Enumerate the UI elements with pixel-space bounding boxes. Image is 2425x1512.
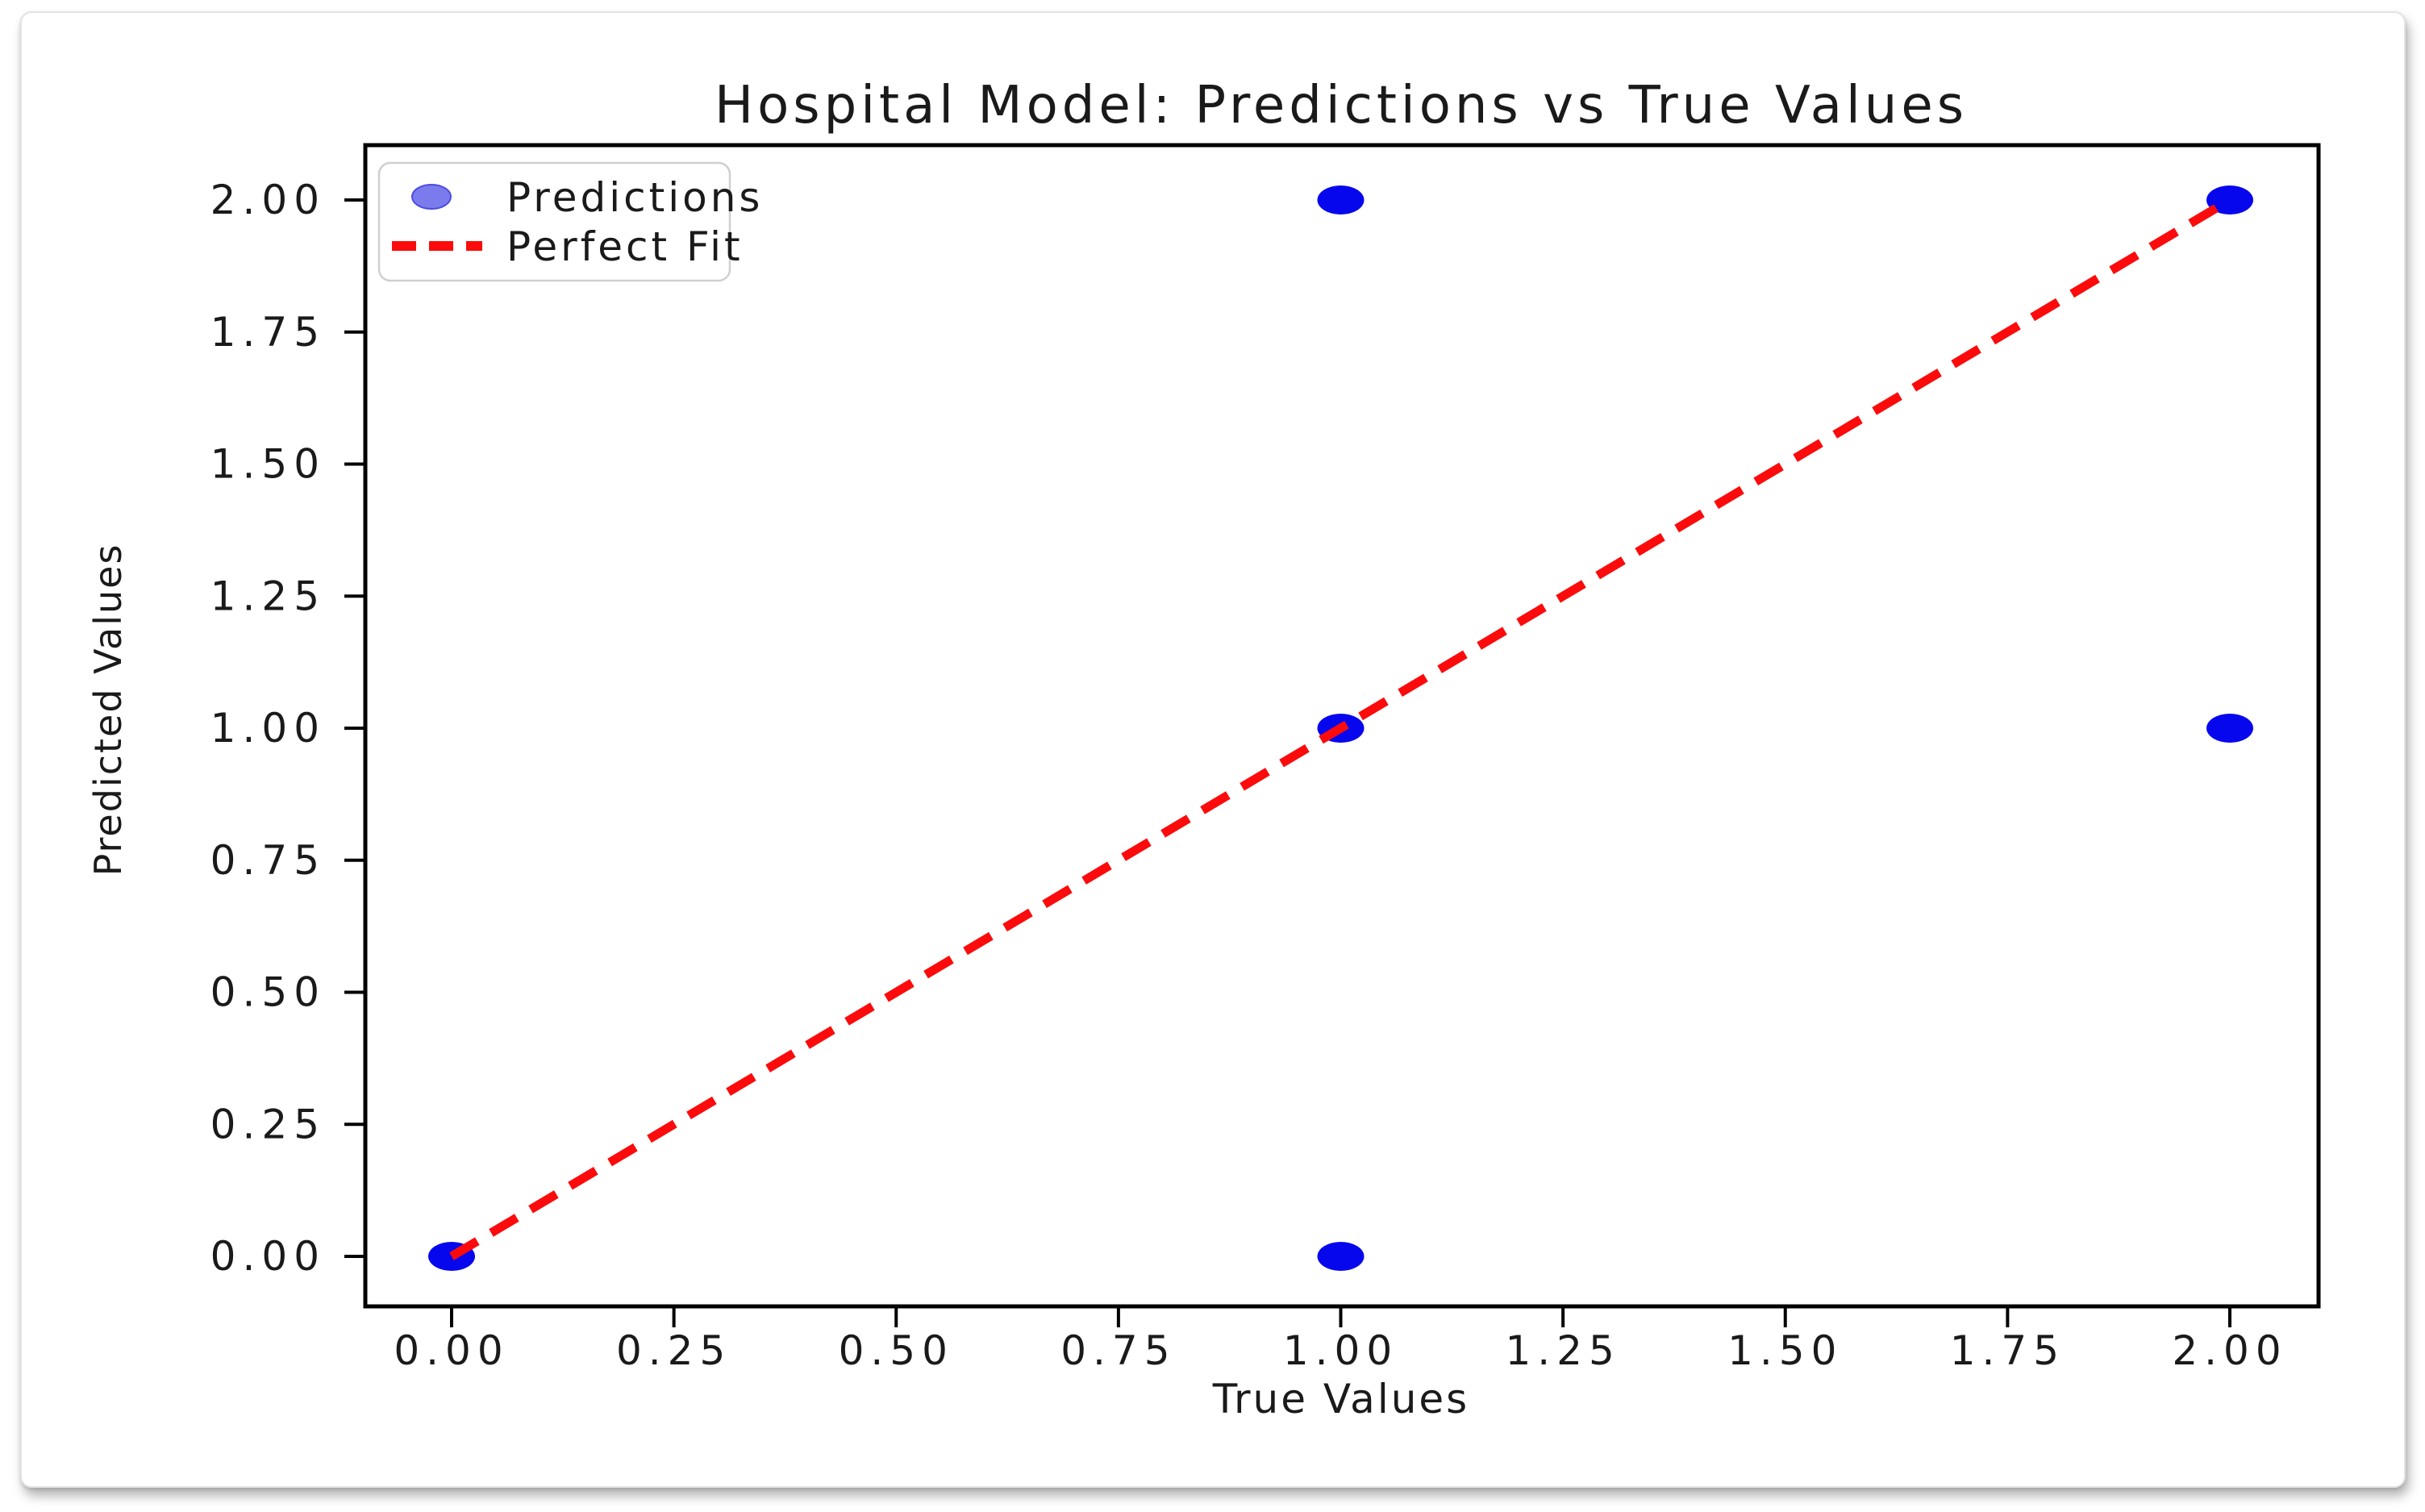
legend-box — [377, 161, 731, 282]
y-tick-label: 2.00 — [210, 177, 326, 223]
y-axis-ticks: 0.00 0.25 0.50 0.75 1.00 1.25 1.50 1.75 2.00 — [210, 177, 365, 1280]
y-tick-label: 0.50 — [210, 969, 326, 1016]
x-tick-label: 0.25 — [616, 1327, 731, 1374]
y-tick-label: 0.75 — [210, 837, 326, 884]
x-tick-label: 1.50 — [1727, 1327, 1843, 1374]
x-tick-label: 0.00 — [394, 1327, 509, 1374]
perfect-fit-dashed-line — [449, 196, 2232, 1260]
legend-predictions-marker-icon — [411, 184, 452, 210]
x-tick-label: 0.50 — [839, 1327, 954, 1374]
chart-title: Hospital Model: Predictions vs True Valu… — [715, 76, 1968, 135]
scatter-point — [1317, 185, 1365, 215]
y-tick-label: 1.00 — [210, 705, 326, 752]
y-axis-label: Predicted Values — [86, 544, 130, 877]
y-tick-label: 0.25 — [210, 1101, 326, 1148]
x-tick-label: 1.75 — [1950, 1327, 2065, 1374]
y-tick-label: 1.25 — [210, 573, 326, 619]
x-tick-label: 1.25 — [1505, 1327, 1620, 1374]
scatter-point — [2206, 714, 2253, 743]
x-tick-label: 0.75 — [1060, 1327, 1176, 1374]
x-tick-label: 1.00 — [1283, 1327, 1398, 1374]
scatter-point — [1317, 1242, 1365, 1271]
legend: Predictions Perfect Fit — [377, 161, 763, 282]
scatter-point — [2206, 185, 2253, 215]
perfect-fit-line — [449, 196, 2232, 1260]
y-tick-label: 1.50 — [210, 441, 326, 488]
x-tick-label: 2.00 — [2172, 1327, 2287, 1374]
x-axis-label: True Values — [1212, 1376, 1469, 1422]
y-tick-label: 1.75 — [210, 309, 326, 356]
legend-predictions-label: Predictions — [506, 174, 763, 221]
y-tick-label: 0.00 — [210, 1233, 326, 1280]
legend-perfect-fit-label: Perfect Fit — [506, 223, 744, 270]
x-axis-ticks: 0.00 0.25 0.50 0.75 1.00 1.25 1.50 1.75 2.00 — [394, 1306, 2287, 1374]
